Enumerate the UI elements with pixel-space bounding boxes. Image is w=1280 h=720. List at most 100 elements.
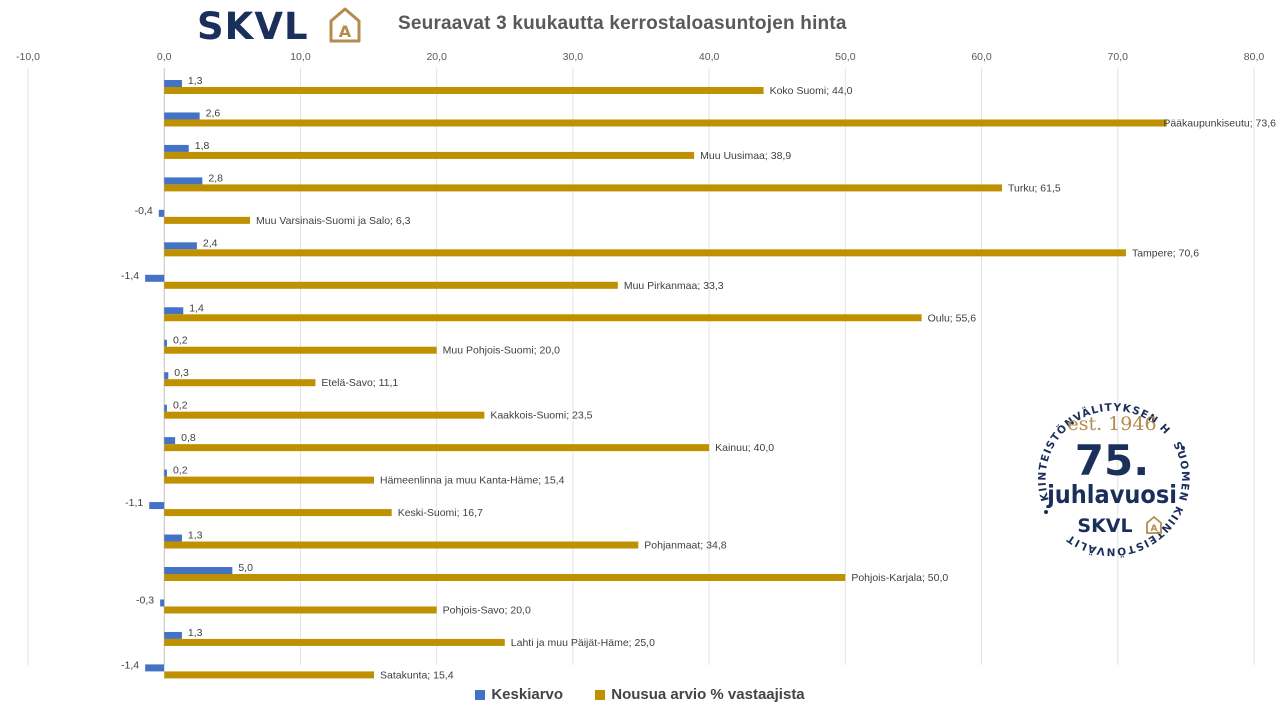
data-labels: 1,3 Koko Suomi; 44,0 2,6 Pääkaupunkiseutu; … [121,75,1276,681]
bar-keskiarvo [164,404,167,412]
x-tick-label: 10,0 [290,51,311,63]
bar-nousua [164,249,1126,257]
bar-nousua [164,346,437,354]
house-icon-letter: A [339,22,352,41]
data-label-keskiarvo: 0,8 [181,432,196,444]
data-label-nousua: Kainuu; 40,0 [715,442,774,454]
bar-nousua [164,509,392,517]
bar-keskiarvo [145,664,165,672]
data-label-nousua: Tampere; 70,6 [1132,247,1199,259]
bar-keskiarvo [149,502,165,510]
seal-house-letter: A [1151,524,1158,534]
data-label-nousua: Keski-Suomi; 16,7 [398,507,483,519]
data-label-keskiarvo: 1,3 [188,530,203,542]
bar-keskiarvo [164,437,176,445]
x-tick-label: 70,0 [1108,51,1129,63]
bar-nousua [164,638,505,646]
x-tick-label: 60,0 [971,51,992,63]
data-label-keskiarvo: 2,8 [208,172,223,184]
seal-word: juhlavuosi [1046,480,1177,509]
x-tick-label: 50,0 [835,51,856,63]
bars [145,80,1167,679]
bar-nousua [164,87,764,94]
data-label-nousua: Pohjois-Karjala; 50,0 [851,572,948,584]
data-label-keskiarvo: 2,6 [206,107,221,119]
seal-number: 75. [1075,436,1149,485]
bar-nousua [164,184,1002,192]
bar-keskiarvo [164,339,167,347]
legend-swatch-nousua [595,689,606,700]
bar-keskiarvo [164,80,182,87]
seal-logo-text: SKVL [1077,515,1132,537]
x-tick-label: 30,0 [563,51,584,63]
bar-keskiarvo [158,209,165,217]
x-axis-ticks: -10,0 0,0 10,0 20,0 30,0 40,0 50,0 60,0 70,0 80,0 [16,51,1264,63]
data-label-nousua: Hämeenlinna ja muu Kanta-Häme; 15,4 [380,475,565,487]
x-tick-label: 0,0 [157,51,172,63]
x-tick-label: 40,0 [699,51,720,63]
data-label-keskiarvo: 0,3 [174,367,189,379]
chart-title: Seuraavat 3 kuukautta kerrostaloasuntoje… [398,13,847,34]
data-label-keskiarvo: 1,8 [195,140,210,152]
data-label-nousua: Turku; 61,5 [1008,182,1061,194]
legend-label-nousua: Nousua arvio % vastaajista [611,686,805,703]
skvl-logo-text: SKVL [197,5,309,48]
data-label-nousua: Koko Suomi; 44,0 [770,85,853,97]
bar-nousua [164,606,437,614]
data-label-nousua: Oulu; 55,6 [928,312,977,324]
x-tick-label: 20,0 [426,51,447,63]
bar-nousua [164,216,251,224]
seal-house-icon: A [1146,515,1162,534]
bar-nousua [164,151,695,159]
bar-keskiarvo [164,307,184,315]
bar-nousua [164,314,922,322]
data-label-nousua: Kaakkois-Suomi; 23,5 [490,410,592,422]
bar-keskiarvo [164,177,203,185]
bar-keskiarvo [164,242,197,250]
bar-keskiarvo [164,534,182,542]
legend-item-nousua: Nousua arvio % vastaajista [595,686,805,703]
bar-nousua [164,671,375,679]
bar-keskiarvo [164,144,189,152]
seal-dot-left [1044,510,1048,514]
data-label-keskiarvo: -1,1 [125,497,143,509]
bar-keskiarvo [164,372,169,380]
bar-nousua [164,281,618,289]
data-label-nousua: Pohjois-Savo; 20,0 [443,604,531,616]
data-label-nousua: Muu Pohjois-Suomi; 20,0 [443,345,560,357]
bar-keskiarvo [164,469,167,477]
bar-nousua [164,476,375,484]
legend-item-keskiarvo: Keskiarvo [475,686,563,703]
seal-est: est. 1946 [1067,413,1156,435]
data-label-keskiarvo: 1,3 [188,627,203,639]
bar-keskiarvo [164,112,200,120]
data-label-keskiarvo: -1,4 [121,659,139,671]
data-label-keskiarvo: -0,3 [136,594,154,606]
data-label-keskiarvo: 5,0 [238,562,253,574]
bar-nousua [164,411,485,419]
data-label-nousua: Etelä-Savo; 11,1 [321,377,398,389]
data-label-nousua: Lahti ja muu Päijät-Häme; 25,0 [511,637,655,649]
data-label-nousua: Pohjanmaat; 34,8 [644,540,726,552]
legend: Keskiarvo Nousua arvio % vastaajista [0,686,1280,704]
bar-keskiarvo [164,567,233,575]
data-label-keskiarvo: 0,2 [173,465,188,477]
data-label-keskiarvo: 1,4 [189,302,204,314]
data-label-keskiarvo: 0,2 [173,400,188,412]
data-label-nousua: Muu Varsinais-Suomi ja Salo; 6,3 [256,215,411,227]
data-label-keskiarvo: 0,2 [173,335,188,347]
legend-swatch-keskiarvo [475,689,486,700]
gridlines [27,68,1255,665]
bar-nousua [164,379,316,387]
x-tick-label: 80,0 [1244,51,1265,63]
bar-keskiarvo [160,599,165,607]
data-label-nousua: Muu Uusimaa; 38,9 [700,150,791,162]
data-label-nousua: Pääkaupunkiseutu; 73,6 [1163,117,1276,129]
bar-keskiarvo [164,631,182,639]
data-label-nousua: Satakunta; 15,4 [380,669,454,681]
anniversary-seal: KIINTEISTÖNVÄLITYKSEN HALLITSIJA SUOMEN … [1036,402,1190,560]
data-label-keskiarvo: 2,4 [203,237,218,249]
seal-dot-right [1181,446,1185,450]
bar-nousua [164,541,639,549]
